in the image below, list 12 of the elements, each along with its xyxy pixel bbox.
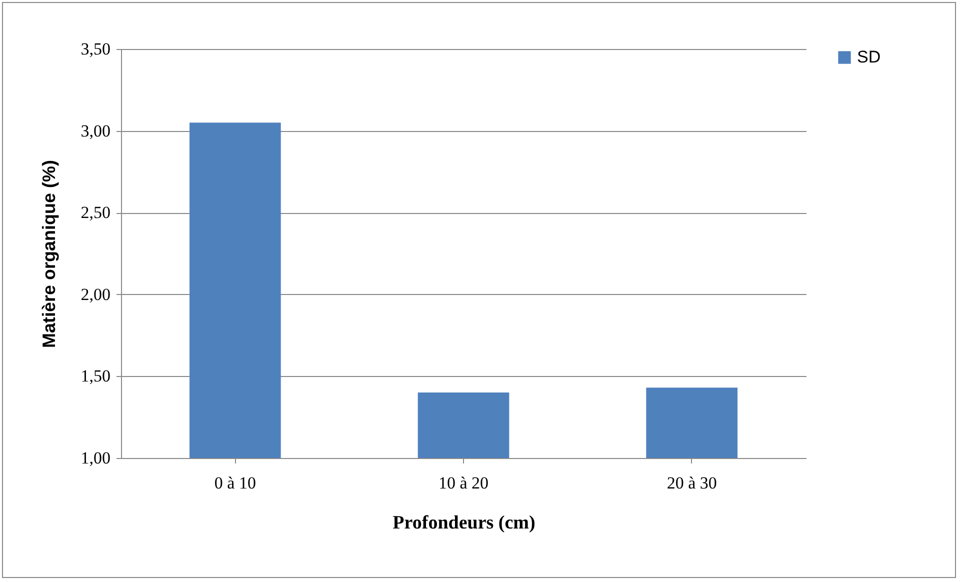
y-tick-label: 2,00 [80, 284, 110, 304]
x-tick-label: 20 à 30 [666, 474, 717, 492]
y-axis-title: Matière organique (%) [38, 160, 59, 348]
y-tick-label: 1,50 [80, 366, 110, 386]
x-axis-title: Profondeurs (cm) [392, 512, 536, 534]
legend-label: SD [857, 48, 881, 66]
x-tick-label: 0 à 10 [214, 474, 256, 492]
y-tick-label: 2,50 [80, 203, 110, 222]
x-tick-label: 10 à 20 [438, 474, 489, 492]
y-tick-label: 3,00 [80, 121, 110, 140]
y-tick-label: 1,00 [80, 448, 110, 468]
y-tick-label: 3,50 [80, 40, 110, 58]
